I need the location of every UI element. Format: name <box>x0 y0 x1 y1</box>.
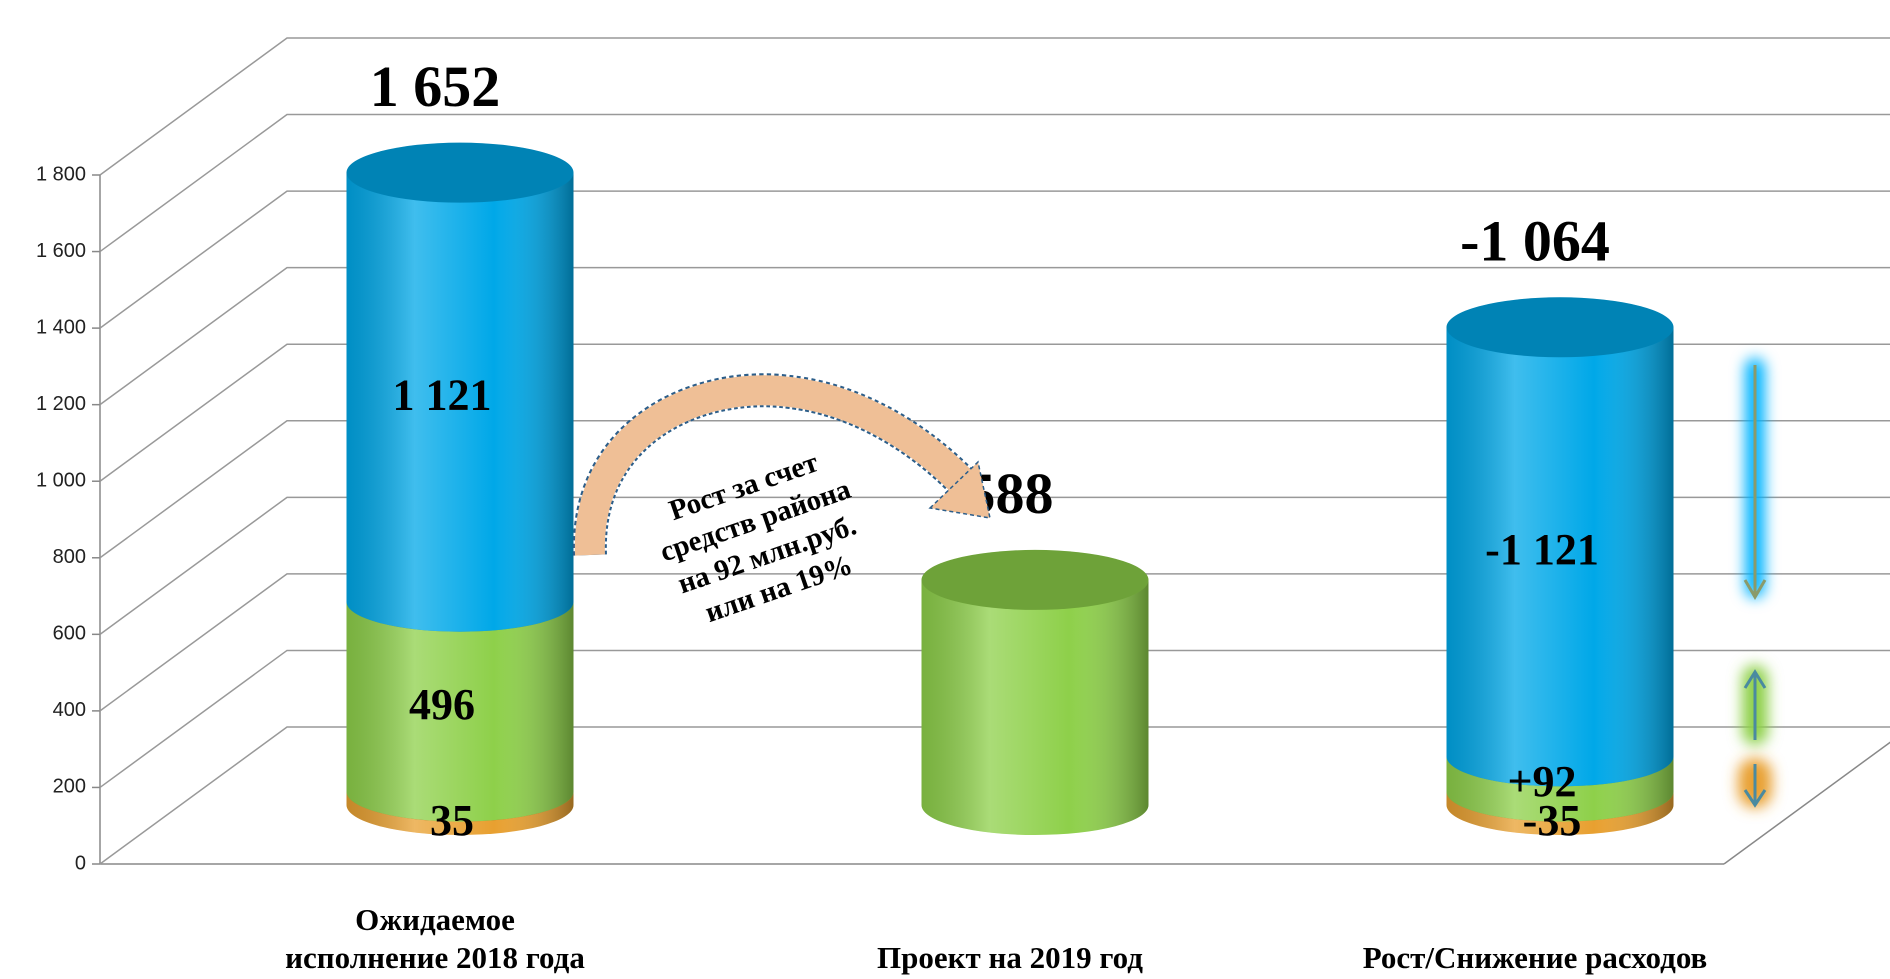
grid-line <box>99 190 1890 329</box>
cylinder-shade <box>1446 327 1674 787</box>
value-label: -35 <box>1523 796 1582 845</box>
grid-line <box>99 726 1890 865</box>
cylinder-top-shade <box>346 142 574 203</box>
grid-line <box>99 420 1890 559</box>
y-tick-label: 1 200 <box>36 393 86 415</box>
y-tick-label: 600 <box>53 623 86 645</box>
grid-line <box>99 573 1890 712</box>
y-tick-label: 1 000 <box>36 470 86 492</box>
cylinder-top <box>921 549 1149 610</box>
grid-line <box>99 113 1890 253</box>
cylinder-segment <box>921 549 1149 835</box>
value-label: 496 <box>409 680 475 729</box>
cylinder-shade <box>921 579 1149 835</box>
value-label: 35 <box>430 796 474 845</box>
grid-line <box>99 37 1890 176</box>
cylinder-top-shade <box>1446 297 1674 358</box>
x-tick-label: Рост/Снижение расходов <box>1362 940 1708 975</box>
value-label: -1 121 <box>1485 525 1599 574</box>
y-tick-label: 800 <box>53 546 86 568</box>
grid-line <box>99 649 1890 789</box>
y-tick-label: 1 600 <box>36 240 86 262</box>
grid-line <box>99 266 1890 406</box>
total-label: 1 652 <box>370 54 501 119</box>
cylinder-top <box>1446 297 1674 358</box>
annotation-arrow <box>572 373 991 556</box>
y-tick-label: 200 <box>53 776 86 798</box>
axes: 0 200 400 600 800 1 000 1 200 1 400 1 600 1 800 <box>36 37 1890 874</box>
side-arrows <box>1738 358 1772 808</box>
x-tick-label: Ожидаемое исполнение 2018 года <box>285 902 585 975</box>
value-label: 1 121 <box>393 370 492 419</box>
cylinder-shade <box>346 172 574 632</box>
x-tick-label: Проект на 2019 год <box>877 940 1143 975</box>
y-tick-label: 0 <box>75 852 86 874</box>
grid-line <box>99 496 1890 635</box>
total-label: -1 064 <box>1460 209 1610 274</box>
cylinder-segment <box>346 142 574 632</box>
cylinder-segment <box>1446 297 1674 787</box>
cylinder-shade <box>346 601 574 822</box>
y-tick-label: 400 <box>53 699 86 721</box>
cylinder-top-shade <box>921 549 1149 610</box>
cylinder-top <box>346 142 574 203</box>
y-tick-label: 1 400 <box>36 316 86 338</box>
floor-side <box>1723 741 1890 865</box>
value-label: +92 <box>1507 757 1576 806</box>
grid-line <box>99 343 1890 482</box>
y-tick-label: 1 800 <box>36 163 86 185</box>
